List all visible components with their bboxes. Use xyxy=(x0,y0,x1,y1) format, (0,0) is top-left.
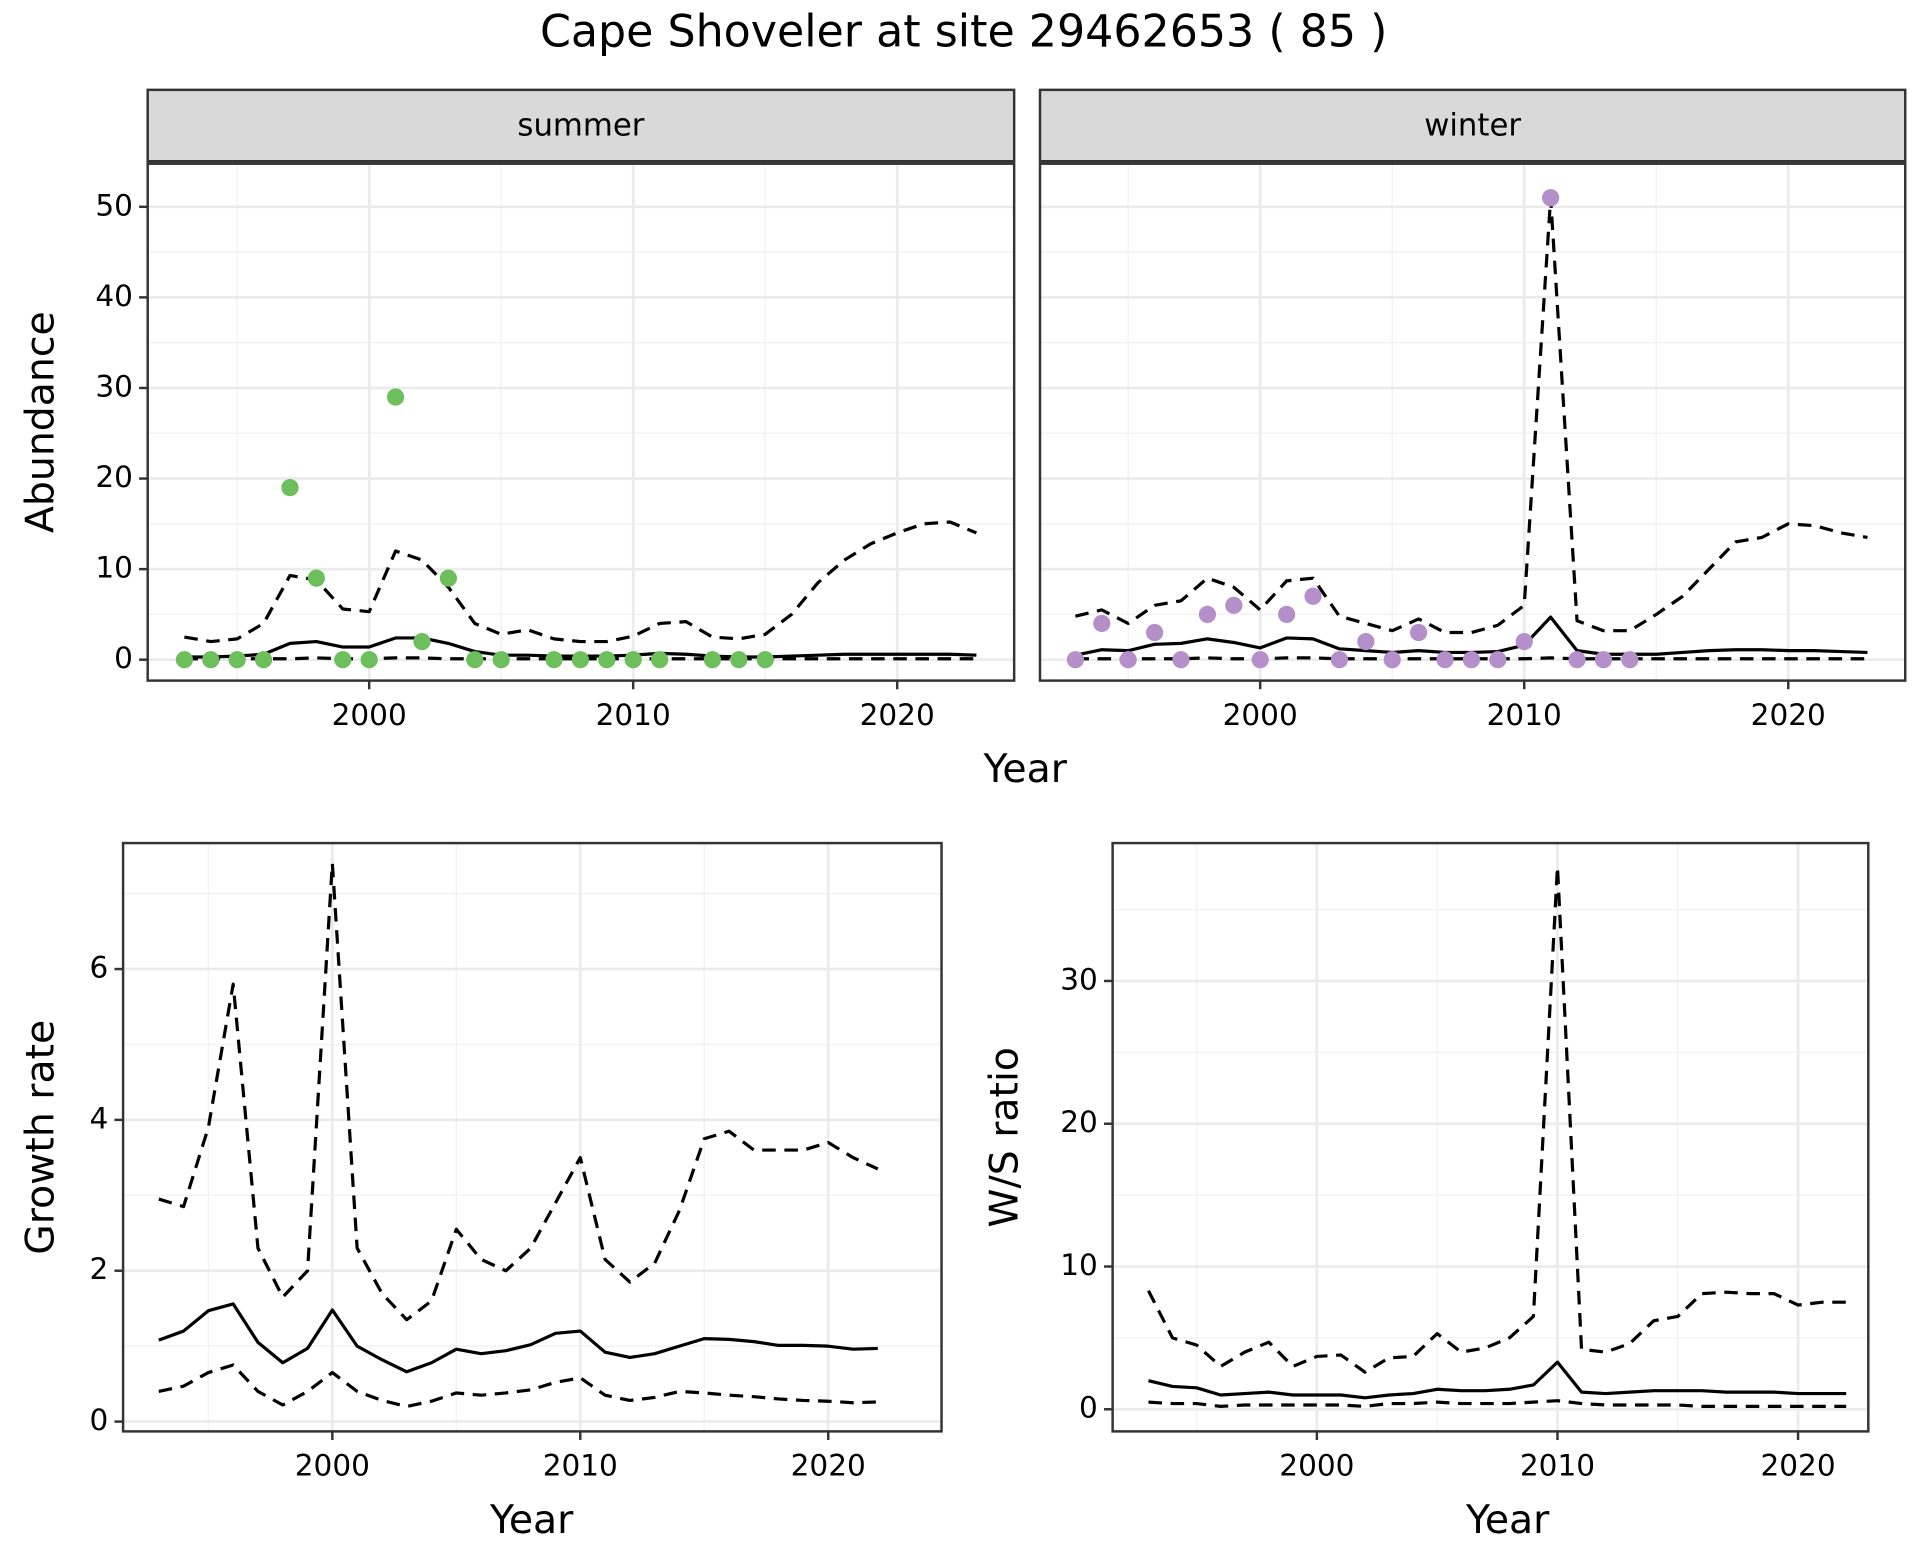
panel-background xyxy=(147,163,1015,681)
x-axis-label: Year xyxy=(1465,1497,1550,1543)
mean-line xyxy=(1148,1360,1847,1400)
panel-background xyxy=(1040,163,1906,681)
interval-line xyxy=(1147,865,1847,1374)
y-tick-label: 50 xyxy=(95,188,133,222)
observation-point xyxy=(545,651,563,669)
observation-point xyxy=(281,478,299,497)
figure-title: Cape Shoveler at site 29462653 ( 85 ) xyxy=(540,6,1387,57)
facet-strip xyxy=(1038,88,1907,163)
x-tick-label: 2000 xyxy=(295,1449,370,1483)
y-tick-label: 0 xyxy=(114,641,133,675)
x-tick-label: 2010 xyxy=(543,1449,618,1483)
observation-point xyxy=(1594,651,1613,669)
observation-point xyxy=(1515,632,1533,651)
y-tick-label: 6 xyxy=(90,951,109,985)
y-tick-label: 40 xyxy=(95,279,133,313)
y-tick-label: 30 xyxy=(1060,962,1098,996)
observation-point xyxy=(1093,614,1111,633)
y-tick-label: 10 xyxy=(1060,1248,1098,1282)
observation-point xyxy=(1330,651,1349,669)
observation-point xyxy=(334,651,352,669)
observation-point xyxy=(1410,623,1428,642)
interval-line xyxy=(1075,196,1868,635)
observation-point xyxy=(1489,651,1507,669)
y-tick-label: 10 xyxy=(95,551,133,585)
facet-label: winter xyxy=(1424,107,1521,143)
panel-background xyxy=(123,843,942,1432)
observation-point xyxy=(1383,651,1401,669)
observation-point xyxy=(202,651,220,669)
observation-point xyxy=(624,651,642,669)
observation-point xyxy=(1542,189,1560,207)
interval-line xyxy=(158,1363,878,1409)
mean-line xyxy=(158,1302,878,1374)
observation-point xyxy=(175,651,194,669)
y-tick-label: 4 xyxy=(90,1101,109,1135)
y-tick-label: 2 xyxy=(90,1252,109,1286)
interval-line xyxy=(1148,1399,1847,1408)
y-tick-label: 0 xyxy=(90,1403,109,1437)
panel-border xyxy=(1111,841,1870,1433)
panel-border xyxy=(146,162,1016,682)
x-tick-label: 2010 xyxy=(1520,1449,1595,1483)
y-tick-label: 0 xyxy=(1079,1391,1098,1425)
observation-point xyxy=(1119,651,1137,669)
observation-point xyxy=(1198,605,1217,624)
observation-point xyxy=(1172,651,1190,669)
x-tick-label: 2010 xyxy=(596,698,671,732)
observation-point xyxy=(730,651,748,669)
x-axis-label: Year xyxy=(983,746,1068,792)
observation-point xyxy=(1436,651,1454,669)
x-tick-label: 2020 xyxy=(1760,1449,1835,1483)
observation-point xyxy=(307,569,326,587)
y-axis-label: Abundance xyxy=(18,311,64,533)
observation-point xyxy=(1066,651,1084,669)
x-tick-label: 2000 xyxy=(1279,1449,1354,1483)
observation-point xyxy=(439,569,458,587)
observation-point xyxy=(466,651,484,669)
observation-point xyxy=(598,651,616,669)
observation-point xyxy=(1277,605,1296,624)
panel-border xyxy=(121,841,943,1433)
observation-point xyxy=(1145,623,1164,642)
observation-point xyxy=(756,651,774,669)
observation-point xyxy=(386,388,405,406)
observation-point xyxy=(492,651,510,669)
observation-point xyxy=(254,651,273,669)
observation-point xyxy=(1568,651,1586,669)
panel-border xyxy=(1038,162,1907,682)
observation-point xyxy=(1462,651,1481,669)
x-tick-label: 2020 xyxy=(860,698,935,732)
x-tick-label: 2020 xyxy=(791,1449,866,1483)
facet-label: summer xyxy=(517,107,644,143)
observation-point xyxy=(571,651,590,669)
observation-point xyxy=(1251,651,1269,669)
x-tick-label: 2000 xyxy=(332,698,407,732)
observation-point xyxy=(1357,632,1375,651)
observation-point xyxy=(1621,651,1639,669)
observation-point xyxy=(228,651,246,669)
y-axis-label: Growth rate xyxy=(18,1020,64,1255)
panel-background xyxy=(1112,843,1869,1432)
observation-point xyxy=(703,651,722,669)
observation-point xyxy=(1225,596,1243,614)
y-tick-label: 20 xyxy=(1060,1105,1098,1139)
observation-point xyxy=(650,651,669,669)
x-tick-label: 2010 xyxy=(1487,698,1562,732)
y-tick-label: 20 xyxy=(95,460,133,494)
interval-line xyxy=(158,861,879,1322)
observation-point xyxy=(1304,587,1322,605)
observation-point xyxy=(360,651,378,669)
x-tick-label: 2020 xyxy=(1751,698,1826,732)
y-tick-label: 30 xyxy=(95,369,133,403)
facet-strip xyxy=(146,88,1016,163)
observation-point xyxy=(413,632,431,651)
x-tick-label: 2000 xyxy=(1223,698,1298,732)
x-axis-label: Year xyxy=(489,1497,574,1543)
y-axis-label: W/S ratio xyxy=(981,1047,1027,1228)
